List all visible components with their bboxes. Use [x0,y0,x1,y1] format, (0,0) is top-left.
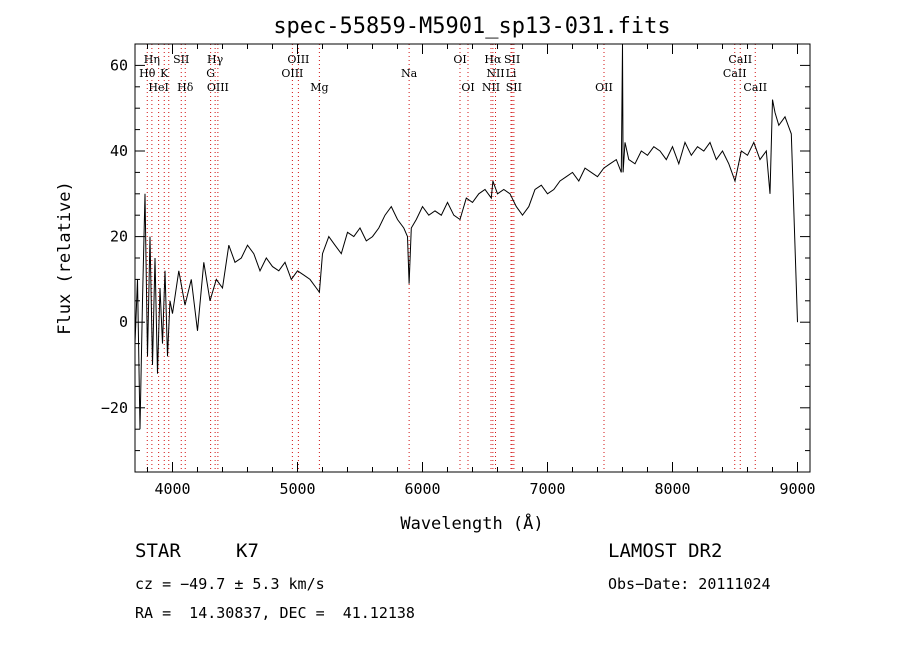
line-label: CaII [743,81,767,94]
line-label: CaII [728,53,752,66]
coordinates: RA = 14.30837, DEC = 41.12138 [135,604,415,622]
line-label: SII [506,81,522,94]
y-tick-label: −20 [101,399,128,417]
line-label: NII [482,81,500,94]
x-tick-label: 7000 [529,480,565,498]
x-axis-ticks: 4000 5000 6000 7000 8000 9000 [147,44,816,498]
line-label: K [160,67,169,80]
line-label: Na [401,67,418,80]
object-subclass: K7 [236,540,259,562]
plot-frame [134,43,811,473]
line-label: Hη [144,53,160,66]
obs-date: Obs−Date: 20111024 [608,575,771,593]
x-tick-label: 9000 [779,480,815,498]
line-label: Hα [484,53,502,66]
line-label: OI [461,81,474,94]
redshift-info: cz = −49.7 ± 5.3 km/s [135,575,325,593]
line-markers [146,44,756,472]
y-axis-label: Flux (relative) [55,181,75,335]
y-tick-label: 60 [110,56,128,74]
chart-title: spec-55859-M5901_sp13-031.fits [273,14,670,39]
line-label: Hδ [177,81,194,94]
y-tick-label: 0 [119,313,128,331]
y-axis-ticks: −20 0 20 40 60 [101,56,810,452]
y-tick-label: 40 [110,142,128,160]
line-label: Li [506,67,517,80]
line-label: Hθ [139,67,156,80]
line-label: CaII [723,67,747,80]
line-label: OIII [287,53,309,66]
x-axis-label: Wavelength (Å) [400,512,543,534]
line-label: OI [453,53,466,66]
line-label: SII [173,53,189,66]
line-label: NII [486,67,504,80]
x-tick-label: 6000 [404,480,440,498]
x-tick-label: 4000 [154,480,190,498]
line-label: OII [595,81,613,94]
x-tick-label: 8000 [654,480,690,498]
line-label: G [206,67,215,80]
object-class: STAR [135,540,181,562]
spectrum-line [134,43,798,430]
line-label: OIII [207,81,229,94]
survey-name: LAMOST DR2 [608,540,723,562]
line-label: OIII [281,67,303,80]
line-label: Hγ [207,53,224,66]
line-label: Mg [310,81,328,94]
x-tick-label: 5000 [279,480,315,498]
y-tick-label: 20 [110,228,128,246]
line-label: SII [504,53,520,66]
line-label: HeI [148,81,168,94]
